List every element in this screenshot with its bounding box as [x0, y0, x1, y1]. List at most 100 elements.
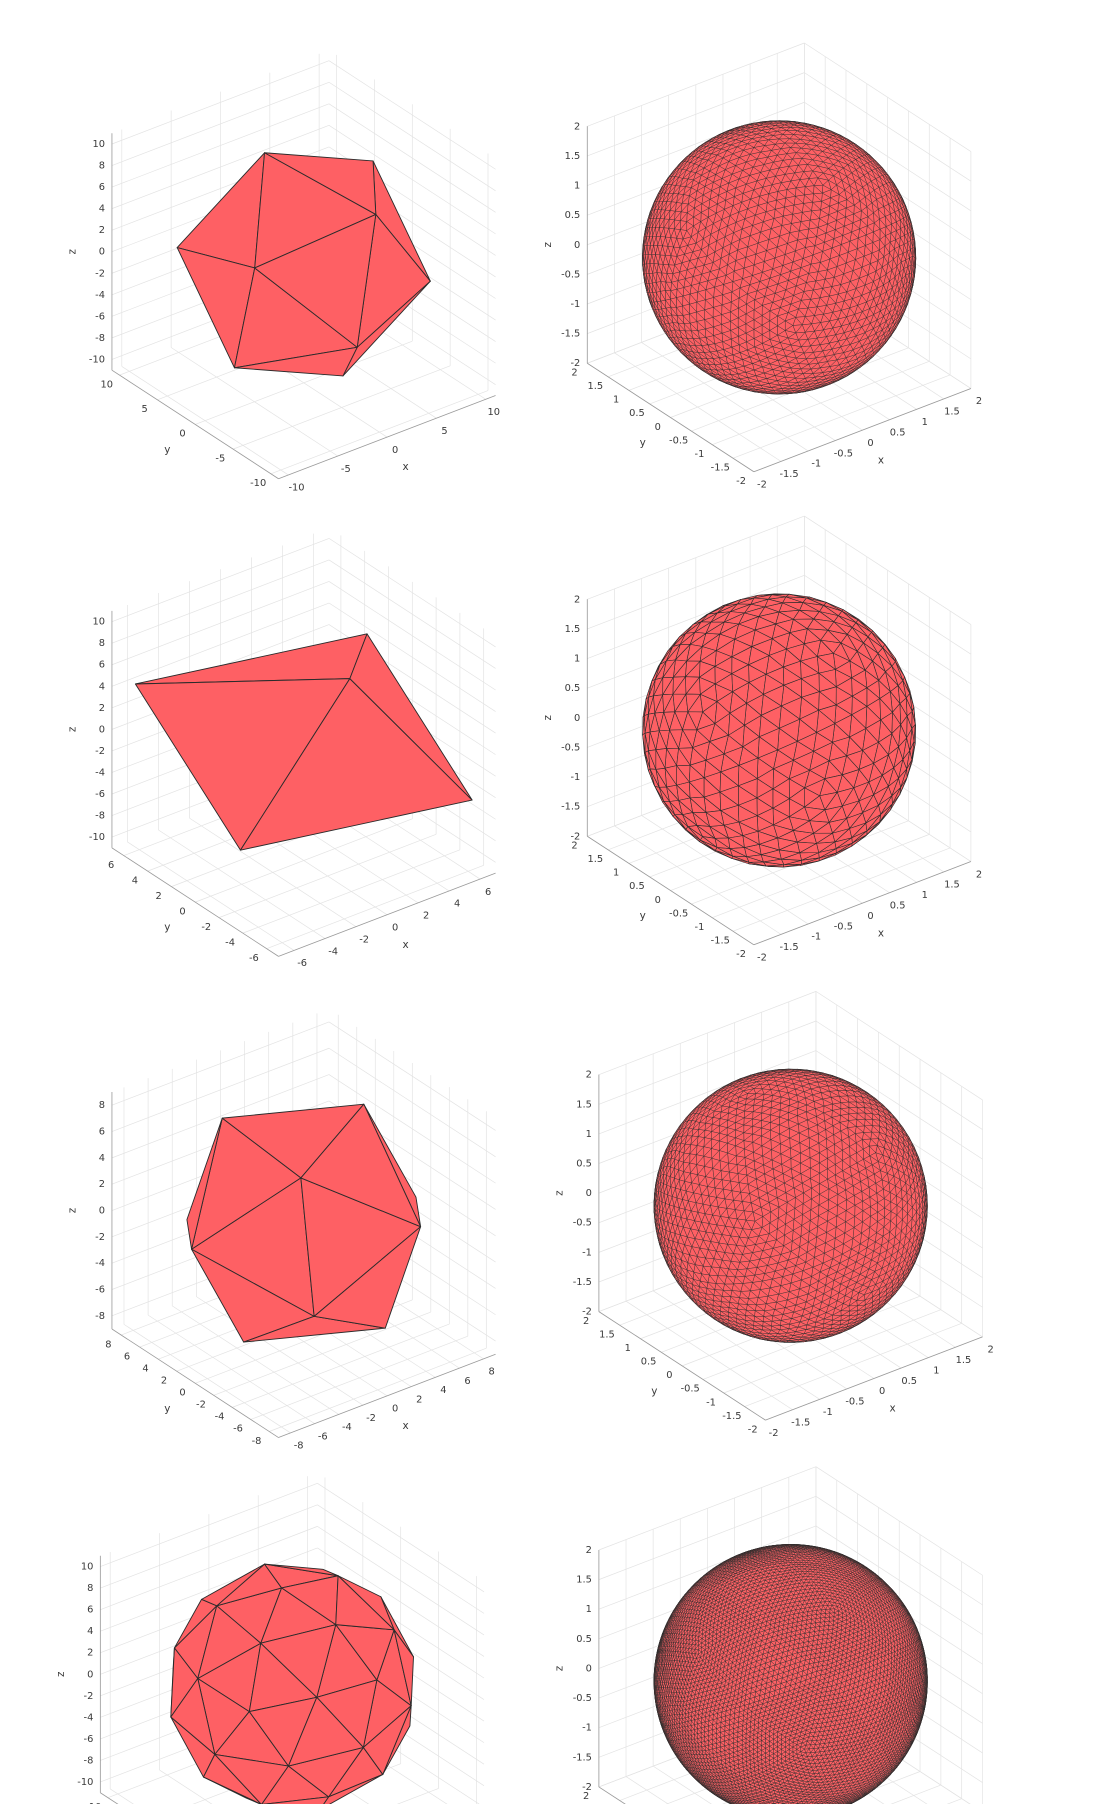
x-tick-label: 2 — [987, 1345, 993, 1356]
z-tick-label: -10 — [89, 832, 105, 843]
face — [715, 165, 726, 175]
y-tick-label: -0.5 — [681, 1384, 700, 1395]
z-tick-label: -4 — [95, 290, 105, 301]
face — [683, 285, 692, 295]
face — [721, 130, 730, 135]
face — [680, 178, 689, 187]
face — [777, 148, 788, 156]
face — [711, 137, 720, 142]
face — [683, 322, 692, 332]
face — [775, 142, 786, 149]
face — [679, 161, 688, 170]
y-axis-label: y — [651, 1385, 657, 1397]
y-tick-label: 1.5 — [588, 854, 604, 865]
face — [660, 236, 666, 247]
face — [676, 194, 684, 204]
face — [695, 345, 705, 353]
face — [676, 315, 685, 324]
face — [786, 152, 797, 160]
x-tick-label: -2 — [757, 953, 767, 964]
z-tick-label: 2 — [574, 121, 580, 132]
z-tick-label: 10 — [92, 139, 105, 150]
face — [699, 337, 709, 346]
grid-line — [269, 1347, 487, 1432]
face — [664, 255, 672, 265]
face — [650, 201, 655, 211]
z-tick-label: 0.5 — [565, 683, 581, 694]
face — [670, 289, 678, 298]
face — [686, 151, 694, 158]
z-axis-label: z — [67, 248, 79, 254]
y-axis-label: y — [164, 922, 170, 934]
face — [734, 193, 744, 203]
y-tick-label: 0.5 — [641, 1357, 657, 1368]
face — [647, 218, 651, 228]
face — [648, 263, 653, 274]
face — [661, 272, 668, 283]
grid-line — [328, 103, 496, 213]
face — [686, 155, 695, 162]
z-tick-label: 0 — [574, 713, 580, 724]
face — [799, 171, 810, 180]
x-tick-label: 2 — [976, 396, 982, 407]
z-tick-label: -1.5 — [573, 1277, 592, 1288]
x-tick-label: -1.5 — [791, 1417, 810, 1428]
face — [664, 184, 672, 194]
x-axis-label: x — [878, 927, 884, 939]
axes: -2-1.5-1-0.500.511.52-2-1.5-1-0.500.511.… — [553, 991, 994, 1439]
y-tick-label: -1 — [695, 449, 705, 460]
face — [739, 127, 752, 132]
face — [254, 213, 377, 348]
face — [746, 158, 758, 168]
z-tick-label: 6 — [99, 660, 105, 671]
x-tick-label: -4 — [328, 946, 338, 957]
y-tick-label: 0 — [179, 429, 185, 440]
face — [681, 156, 689, 163]
face — [652, 308, 657, 317]
face — [651, 301, 656, 310]
y-tick-label: 6 — [108, 860, 114, 871]
y-tick-label: 1 — [613, 395, 619, 406]
face — [676, 253, 685, 264]
z-tick-label: -1.5 — [561, 329, 580, 340]
z-tick-label: -0.5 — [573, 1218, 592, 1229]
face — [771, 182, 782, 192]
y-tick-label: 2 — [571, 368, 577, 379]
grid-line — [732, 374, 951, 459]
face — [679, 156, 687, 164]
grid-line — [328, 81, 496, 192]
face — [647, 210, 652, 220]
z-tick-label: 8 — [99, 1100, 105, 1111]
face — [665, 281, 672, 291]
face — [670, 337, 677, 344]
x-tick-label: 1 — [922, 417, 928, 428]
face — [694, 151, 703, 158]
z-tick-label: -2 — [570, 358, 580, 369]
face — [691, 276, 700, 286]
face — [661, 201, 668, 210]
y-tick-label: 2 — [156, 891, 162, 902]
face — [670, 330, 678, 338]
face — [644, 263, 647, 275]
y-tick-label: 8 — [105, 1339, 111, 1350]
face — [707, 271, 718, 281]
x-tick-label: 2 — [416, 1394, 422, 1405]
face — [719, 133, 730, 139]
face — [651, 245, 656, 255]
grid-line — [712, 361, 930, 445]
x-tick-label: 5 — [441, 426, 447, 437]
face — [751, 133, 763, 139]
x-axis-line — [753, 388, 972, 473]
face — [656, 227, 661, 237]
x-axis-label: x — [889, 1403, 895, 1415]
x-tick-label: -10 — [288, 483, 304, 494]
y-tick-label: -6 — [249, 953, 259, 964]
face — [646, 236, 650, 246]
face — [808, 177, 819, 186]
face — [699, 280, 709, 290]
face — [703, 262, 714, 272]
face — [665, 228, 671, 238]
face — [762, 135, 774, 141]
x-tick-label: 4 — [440, 1385, 446, 1396]
face — [665, 330, 671, 338]
